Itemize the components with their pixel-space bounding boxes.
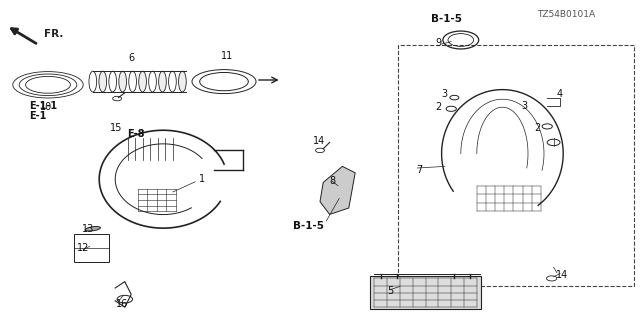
Text: E-1: E-1 (29, 111, 46, 121)
Text: E-1-1: E-1-1 (29, 101, 57, 111)
Text: 15: 15 (110, 123, 123, 133)
Text: 11: 11 (221, 51, 234, 61)
Text: 13: 13 (82, 224, 95, 234)
Ellipse shape (99, 71, 107, 92)
Ellipse shape (179, 71, 186, 92)
Text: 2: 2 (534, 123, 541, 133)
Text: 12: 12 (77, 243, 90, 253)
Text: 4: 4 (557, 89, 563, 100)
Text: B-1-5: B-1-5 (293, 220, 324, 231)
Text: E-8: E-8 (127, 129, 145, 139)
Text: FR.: FR. (44, 28, 63, 39)
Ellipse shape (159, 71, 166, 92)
Text: 16: 16 (115, 299, 128, 309)
Text: 3: 3 (522, 100, 528, 111)
Text: 14: 14 (312, 136, 325, 146)
Ellipse shape (85, 227, 100, 231)
Text: 14: 14 (556, 270, 568, 280)
Text: 10: 10 (40, 102, 52, 112)
Text: 8: 8 (330, 176, 336, 186)
Text: 7: 7 (416, 164, 422, 175)
Ellipse shape (139, 71, 147, 92)
Text: 3: 3 (442, 89, 448, 100)
Text: B-1-5: B-1-5 (431, 14, 462, 24)
Polygon shape (320, 166, 355, 214)
Text: TZ54B0101A: TZ54B0101A (537, 10, 595, 19)
Text: 9: 9 (435, 38, 442, 48)
Text: 6: 6 (128, 52, 134, 63)
Text: 5: 5 (387, 286, 394, 296)
Ellipse shape (119, 71, 127, 92)
Bar (398, 45, 634, 286)
Text: 2: 2 (435, 102, 442, 112)
FancyBboxPatch shape (370, 276, 481, 309)
Bar (74, 234, 109, 262)
Text: 1: 1 (198, 174, 205, 184)
